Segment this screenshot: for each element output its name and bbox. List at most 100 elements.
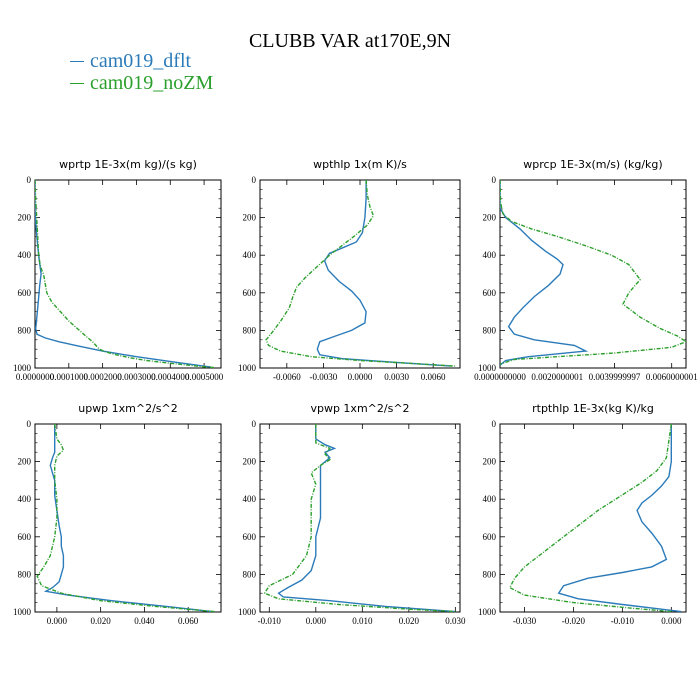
y-tick-label: 400 xyxy=(18,250,32,260)
legend-item-nozm: cam019_noZM xyxy=(70,72,213,94)
x-tick-label: 0.020 xyxy=(399,616,420,626)
panel-frame xyxy=(259,423,461,613)
panel-title: wpthlp 1x(m K)/s xyxy=(313,158,407,171)
x-tick-label: 0.020 xyxy=(91,616,112,626)
y-tick-label: 800 xyxy=(18,325,32,335)
panel-3: wprcp 1E-3x(m/s) (kg/kg) 0 200 400 600 800 100… xyxy=(474,158,697,382)
panel-frame xyxy=(499,179,687,369)
panel-frame xyxy=(34,423,222,613)
legend-label-dflt: cam019_dflt xyxy=(90,50,192,72)
x-tick-label: 0.0000000 xyxy=(16,372,55,382)
y-tick-label: 1000 xyxy=(13,607,32,617)
y-tick-label: 600 xyxy=(243,288,257,298)
y-tick-label: 400 xyxy=(243,250,257,260)
y-tick-label: 400 xyxy=(18,494,32,504)
x-tick-label: -0.010 xyxy=(611,616,635,626)
x-tick-label: 0.0000000000 xyxy=(474,372,526,382)
panel-title: rtpthlp 1E-3x(kg K)/kg xyxy=(532,402,654,415)
panel-title: vpwp 1xm^2/s^2 xyxy=(310,402,409,415)
x-tick-label: -0.030 xyxy=(513,616,537,626)
y-tick-label: 600 xyxy=(243,532,257,542)
x-tick-label: 0.0030 xyxy=(384,372,409,382)
x-tick-label: 0.060 xyxy=(178,616,199,626)
panel-1: wprtp 1E-3x(m kg)/(s kg) 0 200 400 600 800 100… xyxy=(13,158,224,382)
y-tick-label: 200 xyxy=(243,457,257,467)
panel-5: vpwp 1xm^2/s^2 0 200 400 600 800 1000-0.010 0.0… xyxy=(238,402,466,626)
panel-title: upwp 1xm^2/s^2 xyxy=(78,402,178,415)
y-tick-label: 1000 xyxy=(478,363,497,373)
series-line-dflt xyxy=(316,180,452,367)
x-tick-label: -0.020 xyxy=(562,616,586,626)
panel-frame xyxy=(34,179,222,369)
y-tick-label: 0 xyxy=(27,175,32,185)
legend-line-dflt xyxy=(70,60,84,62)
x-tick-label: 0.0002000 xyxy=(84,372,123,382)
y-tick-label: 800 xyxy=(483,569,497,579)
y-tick-label: 1000 xyxy=(238,607,257,617)
x-tick-label: 0.0003000 xyxy=(117,372,156,382)
panel-2: wpthlp 1x(m K)/s 0 200 400 600 800 1000 -0.0060… xyxy=(238,158,461,382)
y-tick-label: 400 xyxy=(243,494,257,504)
series-line-nozm xyxy=(35,180,215,368)
y-tick-label: 800 xyxy=(18,569,32,579)
series-line-nozm xyxy=(508,424,672,612)
series-line-dflt xyxy=(43,424,213,612)
x-tick-label: 0.0020000001 xyxy=(531,372,583,382)
legend-item-dflt: cam019_dflt xyxy=(70,50,213,72)
x-tick-label: 0.000 xyxy=(306,616,327,626)
legend-line-nozm xyxy=(70,82,84,84)
series-line-nozm xyxy=(500,180,686,365)
series-line-nozm xyxy=(36,424,215,612)
y-tick-label: 1000 xyxy=(13,363,32,373)
y-tick-label: 0 xyxy=(492,419,497,429)
y-tick-label: 200 xyxy=(483,213,497,223)
x-tick-label: 0.000 xyxy=(47,616,68,626)
x-tick-label: 0.0005000 xyxy=(185,372,224,382)
y-tick-label: 400 xyxy=(483,494,497,504)
y-tick-label: 600 xyxy=(18,288,32,298)
x-tick-label: -0.0030 xyxy=(310,372,338,382)
series-line-nozm xyxy=(263,424,456,612)
series-line-nozm xyxy=(265,180,456,367)
panel-frame xyxy=(259,179,461,369)
x-tick-label: 0.0004000 xyxy=(151,372,190,382)
y-tick-label: 400 xyxy=(483,250,497,260)
y-tick-label: 0 xyxy=(27,419,32,429)
y-tick-label: 1000 xyxy=(478,607,497,617)
panel-4: upwp 1xm^2/s^2 0 200 400 600 800 1000 0.000 0.02… xyxy=(13,402,222,626)
x-tick-label: 0.0039999997 xyxy=(589,372,641,382)
series-line-dflt xyxy=(277,424,456,612)
x-tick-label: 0.000 xyxy=(661,616,682,626)
x-tick-label: -0.0060 xyxy=(273,372,301,382)
y-tick-label: 200 xyxy=(243,213,257,223)
y-tick-label: 1000 xyxy=(238,363,257,373)
y-tick-label: 600 xyxy=(483,532,497,542)
x-tick-label: -0.010 xyxy=(258,616,282,626)
x-tick-label: 0.0000 xyxy=(348,372,373,382)
y-tick-label: 600 xyxy=(18,532,32,542)
y-tick-label: 200 xyxy=(18,457,32,467)
y-tick-label: 0 xyxy=(492,175,497,185)
y-tick-label: 800 xyxy=(483,325,497,335)
panel-frame xyxy=(499,423,687,613)
series-line-dflt xyxy=(500,180,589,366)
y-tick-label: 200 xyxy=(483,457,497,467)
series-line-dflt xyxy=(35,180,211,368)
legend: cam019_dflt cam019_noZM xyxy=(70,50,213,94)
panel-6: rtpthlp 1E-3x(kg K)/kg 0 200 400 600 800 1000 -… xyxy=(478,402,687,626)
legend-label-nozm: cam019_noZM xyxy=(90,72,214,94)
series-line-dflt xyxy=(557,424,682,612)
y-tick-label: 0 xyxy=(252,419,257,429)
x-tick-label: 0.040 xyxy=(134,616,155,626)
x-tick-label: 0.0060000001 xyxy=(646,372,698,382)
chart-title: CLUBB VAR at170E,9N xyxy=(248,30,452,52)
x-tick-label: 0.030 xyxy=(445,616,466,626)
y-tick-label: 200 xyxy=(18,213,32,223)
y-tick-label: 800 xyxy=(243,569,257,579)
x-tick-label: 0.010 xyxy=(352,616,373,626)
x-tick-label: 0.0060 xyxy=(421,372,446,382)
panel-title: wprcp 1E-3x(m/s) (kg/kg) xyxy=(523,158,662,171)
y-tick-label: 0 xyxy=(252,175,257,185)
x-tick-label: 0.0001000 xyxy=(50,372,89,382)
y-tick-label: 600 xyxy=(483,288,497,298)
